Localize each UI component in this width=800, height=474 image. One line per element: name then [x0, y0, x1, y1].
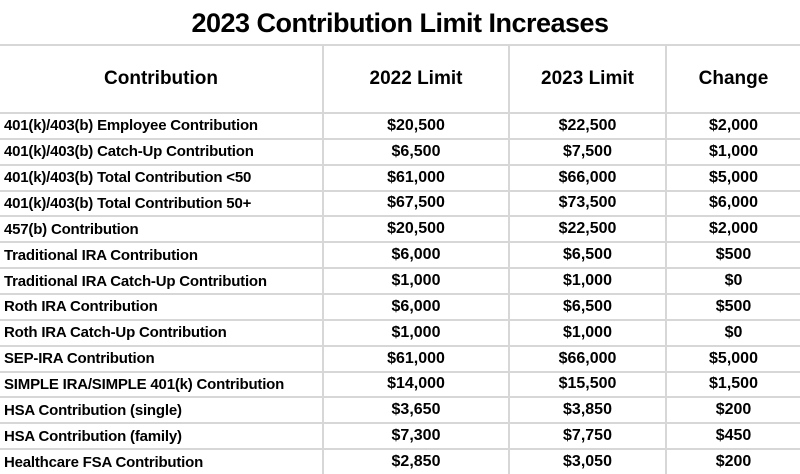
limit-2023-cell: $66,000	[508, 344, 665, 371]
row-label-cell: 401(k)/403(b) Catch-Up Contribution	[0, 137, 322, 164]
limit-2022-cell: $20,500	[322, 112, 508, 138]
limit-2023-cell: $3,850	[508, 396, 665, 423]
limit-2023-cell: $7,750	[508, 422, 665, 449]
row-label-cell: 401(k)/403(b) Employee Contribution	[0, 112, 322, 138]
row-label-cell: Roth IRA Catch-Up Contribution	[0, 318, 322, 345]
change-cell: $0	[665, 267, 800, 293]
change-cell: $1,000	[665, 137, 800, 164]
limit-2022-cell: $7,300	[322, 422, 508, 449]
limit-2023-cell: $7,500	[508, 137, 665, 164]
column-header-2022-limit: 2022 Limit	[322, 46, 508, 112]
limit-2022-cell: $67,500	[322, 189, 508, 216]
change-cell: $5,000	[665, 163, 800, 190]
limit-2023-cell: $15,500	[508, 370, 665, 397]
limit-2022-cell: $6,000	[322, 293, 508, 319]
limit-2023-cell: $3,050	[508, 448, 665, 474]
limit-2022-cell: $1,000	[322, 318, 508, 345]
limit-2023-cell: $1,000	[508, 318, 665, 345]
column-header-change: Change	[665, 46, 800, 112]
row-label-cell: 401(k)/403(b) Total Contribution 50+	[0, 189, 322, 216]
row-label-cell: HSA Contribution (single)	[0, 396, 322, 422]
row-label-cell: SEP-IRA Contribution	[0, 344, 322, 371]
change-cell: $500	[665, 293, 800, 319]
limit-2022-cell: $61,000	[322, 163, 508, 190]
limit-2022-cell: $1,000	[322, 267, 508, 293]
limit-2023-cell: $73,500	[508, 189, 665, 216]
change-cell: $6,000	[665, 189, 800, 216]
row-label-cell: Roth IRA Contribution	[0, 293, 322, 319]
row-label-cell: HSA Contribution (family)	[0, 422, 322, 448]
change-cell: $450	[665, 422, 800, 449]
row-label-cell: 457(b) Contribution	[0, 215, 322, 241]
column-header-contribution: Contribution	[104, 68, 218, 89]
change-cell: $0	[665, 318, 800, 345]
change-cell: $2,000	[665, 215, 800, 242]
limit-2022-cell: $14,000	[322, 370, 508, 397]
row-label-cell: SIMPLE IRA/SIMPLE 401(k) Contribution	[0, 370, 322, 397]
row-label-cell: Traditional IRA Contribution	[0, 241, 322, 267]
change-cell: $5,000	[665, 344, 800, 371]
limit-2022-cell: $6,500	[322, 137, 508, 164]
limit-2023-cell: $6,500	[508, 293, 665, 319]
limit-2023-cell: $66,000	[508, 163, 665, 190]
limit-2023-cell: $22,500	[508, 112, 665, 138]
change-cell: $1,500	[665, 370, 800, 397]
limit-2023-cell: $22,500	[508, 215, 665, 242]
limit-2022-cell: $20,500	[322, 215, 508, 242]
column-header-2023-limit: 2023 Limit	[508, 46, 665, 112]
limit-2022-cell: $3,650	[322, 396, 508, 423]
change-cell: $500	[665, 241, 800, 268]
row-label-cell: Healthcare FSA Contribution	[0, 448, 322, 474]
page-title: 2023 Contribution Limit Increases	[191, 8, 609, 38]
limit-2023-cell: $1,000	[508, 267, 665, 293]
change-cell: $200	[665, 448, 800, 474]
change-cell: $2,000	[665, 112, 800, 138]
change-cell: $200	[665, 396, 800, 423]
limit-2022-cell: $6,000	[322, 241, 508, 268]
limit-2022-cell: $2,850	[322, 448, 508, 474]
contribution-table: Contribution 2022 Limit 2023 Limit Chang…	[0, 44, 800, 474]
row-label-cell: Traditional IRA Catch-Up Contribution	[0, 267, 322, 293]
limit-2022-cell: $61,000	[322, 344, 508, 371]
row-label-cell: 401(k)/403(b) Total Contribution <50	[0, 163, 322, 190]
limit-2023-cell: $6,500	[508, 241, 665, 268]
